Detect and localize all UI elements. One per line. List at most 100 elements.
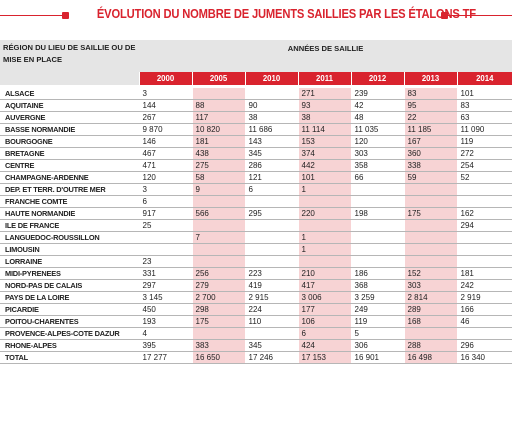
value-cell: 210 (297, 267, 351, 280)
value-cell (191, 88, 245, 100)
region-name: AUVERGNE (0, 111, 139, 124)
value-cell (191, 327, 245, 340)
value-cell (244, 195, 298, 208)
region-name: BOURGOGNE (0, 135, 139, 148)
value-cell: 2 919 (456, 291, 512, 304)
value-cell: 90 (244, 99, 298, 112)
value-cell: 249 (350, 303, 404, 316)
value-cell: 6 (138, 195, 192, 208)
value-cell: 120 (138, 171, 192, 184)
value-cell: 17 277 (138, 351, 192, 364)
table-row: PICARDIE 450 298 224 177 249 289 166 (0, 303, 512, 316)
page-title: ÉVOLUTION DU NOMBRE DE JUMENTS SAILLIES … (96, 6, 476, 21)
value-cell: 11 185 (403, 123, 457, 136)
value-cell: 11 114 (297, 123, 351, 136)
value-cell: 272 (456, 147, 512, 160)
region-name: BASSE NORMANDIE (0, 123, 139, 136)
table-row: LIMOUSIN 1 (0, 243, 512, 256)
value-cell (350, 255, 404, 268)
value-cell: 83 (456, 99, 512, 112)
value-cell: 286 (244, 159, 298, 172)
value-cell: 175 (403, 207, 457, 220)
value-cell: 298 (191, 303, 245, 316)
value-cell: 1 (297, 183, 351, 196)
value-cell: 110 (244, 315, 298, 328)
value-cell: 3 (138, 88, 192, 100)
value-cell: 296 (456, 339, 512, 352)
value-cell: 294 (456, 219, 512, 232)
value-cell: 368 (350, 279, 404, 292)
value-cell: 119 (456, 135, 512, 148)
value-cell (191, 243, 245, 256)
value-cell: 3 006 (297, 291, 351, 304)
value-cell: 16 498 (403, 351, 457, 364)
table-row: FRANCHE COMTE 6 (0, 195, 512, 208)
table-row: RHONE-ALPES 395 383 345 424 306 288 296 (0, 339, 512, 352)
value-cell: 254 (456, 159, 512, 172)
value-cell (403, 219, 457, 232)
value-cell: 120 (350, 135, 404, 148)
value-cell: 11 090 (456, 123, 512, 136)
title-rule-left (0, 15, 62, 16)
value-cell: 193 (138, 315, 192, 328)
value-cell (350, 183, 404, 196)
table-row: LANGUEDOC-ROUSSILLON 7 1 (0, 231, 512, 244)
value-cell: 38 (244, 111, 298, 124)
value-cell: 566 (191, 207, 245, 220)
title-marker-left (62, 12, 69, 19)
value-cell: 17 246 (244, 351, 298, 364)
value-cell: 168 (403, 315, 457, 328)
value-cell (244, 219, 298, 232)
value-cell: 186 (350, 267, 404, 280)
value-cell: 3 259 (350, 291, 404, 304)
value-cell: 2 915 (244, 291, 298, 304)
value-cell: 288 (403, 339, 457, 352)
value-cell: 360 (403, 147, 457, 160)
value-cell (138, 243, 192, 256)
region-name: TOTAL (0, 351, 139, 364)
value-cell: 297 (138, 279, 192, 292)
value-cell: 58 (191, 171, 245, 184)
value-cell: 11 035 (350, 123, 404, 136)
value-cell: 471 (138, 159, 192, 172)
value-cell: 181 (191, 135, 245, 148)
value-cell: 1 (297, 243, 351, 256)
years-group-header: ANNÉES DE SAILLIE (139, 40, 512, 72)
value-cell: 419 (244, 279, 298, 292)
title-bar: ÉVOLUTION DU NOMBRE DE JUMENTS SAILLIES … (0, 0, 512, 30)
value-cell: 63 (456, 111, 512, 124)
value-cell (297, 255, 351, 268)
value-cell: 271 (297, 88, 351, 100)
region-name: LANGUEDOC-ROUSSILLON (0, 231, 139, 244)
region-name: LORRAINE (0, 255, 139, 268)
value-cell: 395 (138, 339, 192, 352)
value-cell: 101 (456, 88, 512, 100)
value-cell: 16 340 (456, 351, 512, 364)
value-cell (191, 195, 245, 208)
region-name: ILE DE FRANCE (0, 219, 139, 232)
value-cell: 417 (297, 279, 351, 292)
data-table: RÉGION DU LIEU DE SAILLIE OU DE MISE EN … (0, 40, 512, 364)
region-name: LIMOUSIN (0, 243, 139, 256)
value-cell: 16 901 (350, 351, 404, 364)
value-cell: 239 (350, 88, 404, 100)
value-cell: 25 (138, 219, 192, 232)
value-cell (244, 327, 298, 340)
value-cell: 3 145 (138, 291, 192, 304)
value-cell: 162 (456, 207, 512, 220)
value-cell: 2 700 (191, 291, 245, 304)
value-cell: 42 (350, 99, 404, 112)
value-cell: 48 (350, 111, 404, 124)
region-name: NORD-PAS DE CALAIS (0, 279, 139, 292)
value-cell: 345 (244, 339, 298, 352)
region-name: PICARDIE (0, 303, 139, 316)
table-row: AQUITAINE 144 88 90 93 42 95 83 (0, 99, 512, 112)
region-name: ALSACE (0, 88, 139, 100)
value-cell: 143 (244, 135, 298, 148)
value-cell (138, 231, 192, 244)
region-name: RHONE-ALPES (0, 339, 139, 352)
year-header-2010: 2010 (244, 72, 298, 85)
value-cell: 88 (191, 99, 245, 112)
year-header-2014: 2014 (456, 72, 512, 85)
value-cell: 295 (244, 207, 298, 220)
